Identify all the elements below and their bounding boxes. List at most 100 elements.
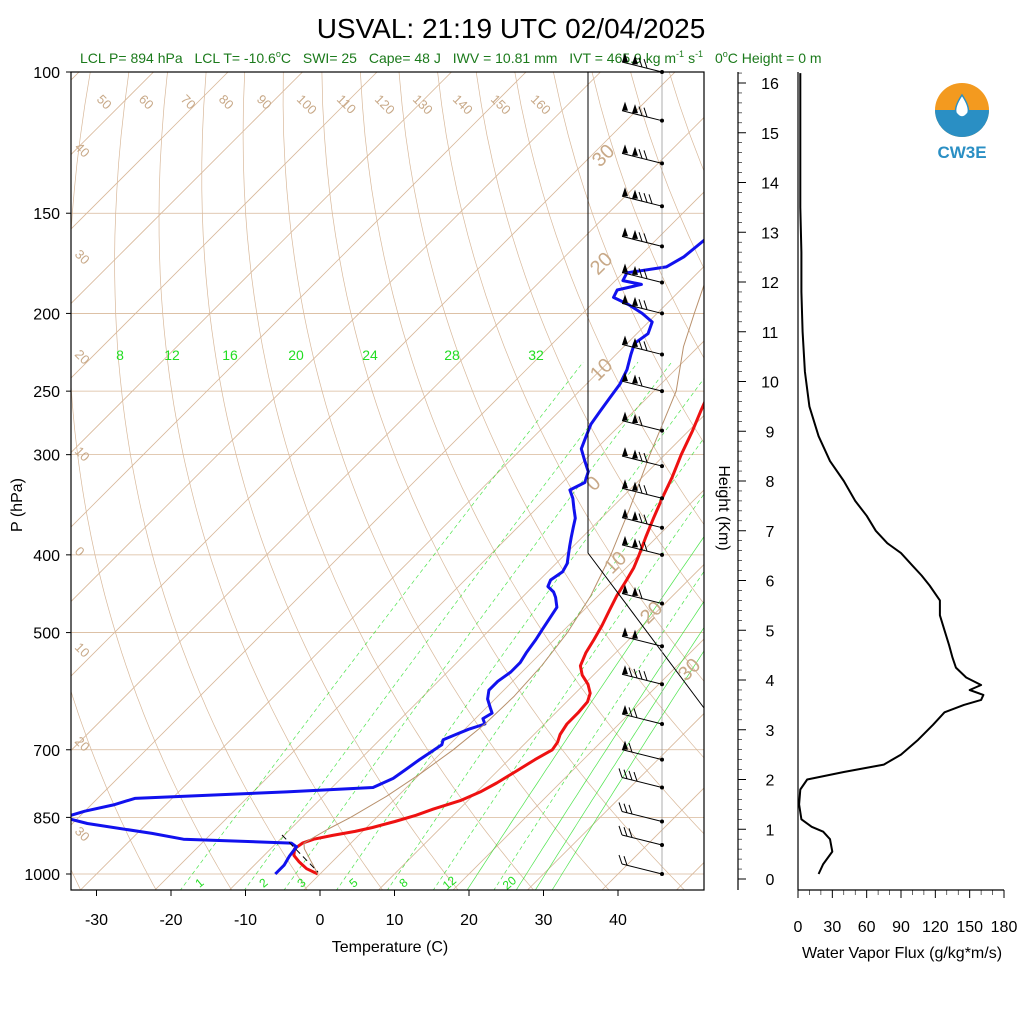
mixing-ratio-label: 32 xyxy=(528,347,544,363)
isotherm-label: 110 xyxy=(334,92,359,117)
barb-pennant xyxy=(622,584,628,594)
barb-shaft xyxy=(621,195,663,207)
dry-adiabat-line xyxy=(71,689,157,890)
barb-flag xyxy=(643,193,648,203)
barb-shaft xyxy=(621,635,663,647)
height-tick-label: 15 xyxy=(761,126,779,143)
dry-adiabat-line xyxy=(242,72,535,890)
wind-barb xyxy=(618,825,663,846)
barb-shaft xyxy=(621,863,663,875)
barb-flag xyxy=(628,770,633,781)
flux-x-tick-label: 30 xyxy=(823,919,841,936)
barb-flag xyxy=(643,107,648,117)
height-tick-label: 2 xyxy=(766,773,775,790)
flux-x-tick-label: 150 xyxy=(956,919,983,936)
isotherm-line xyxy=(71,72,453,454)
isotherm-label: 150 xyxy=(488,92,514,118)
height-tick-label: 5 xyxy=(766,623,775,640)
barb-pennant xyxy=(632,511,638,521)
wind-barb xyxy=(618,768,663,788)
flux-profile xyxy=(798,73,985,875)
y-tick-label: 150 xyxy=(33,206,60,223)
dry-adiabat-line xyxy=(514,72,704,526)
dry-adiabat-line xyxy=(809,35,1024,891)
dry-adiabat-line xyxy=(771,35,1024,891)
x-tick-label: 30 xyxy=(535,912,553,929)
barb-shaft xyxy=(621,776,663,788)
freezing-level: 0 xyxy=(715,50,723,66)
barb-pennant xyxy=(622,101,628,111)
mixing-ratio-line xyxy=(493,570,704,890)
height-tick-label: 10 xyxy=(761,375,779,392)
dry-adiabat-line xyxy=(321,72,685,890)
y-tick-label: 250 xyxy=(33,384,60,401)
flux-y-axis-label: Height (Km) xyxy=(715,465,732,550)
y-tick-label: 300 xyxy=(33,448,60,465)
mixing-ratio-label: 3 xyxy=(294,875,308,890)
barb-pennant xyxy=(622,447,628,457)
barb-flag xyxy=(638,669,643,680)
isotherm-line xyxy=(228,414,704,890)
barb-shaft xyxy=(621,834,663,846)
mixing-ratio-label: 12 xyxy=(164,347,180,363)
mixing-ratio-label: 5 xyxy=(346,875,360,890)
dry-adiabat-label: 20 xyxy=(586,248,617,279)
dry-adiabat-label: 10 xyxy=(600,547,631,578)
isotherm-line xyxy=(71,72,602,603)
barb-flag xyxy=(643,514,648,524)
temperature-line xyxy=(292,400,704,876)
barb-pennant xyxy=(622,53,628,62)
barb-pennant xyxy=(622,508,628,518)
isotherm-line xyxy=(71,72,676,677)
mixing-ratio-label: 1 xyxy=(192,875,206,890)
barb-flag xyxy=(618,768,623,778)
barb-pennant xyxy=(632,449,638,459)
barb-shaft xyxy=(621,61,663,73)
height-tick-label: 14 xyxy=(761,176,779,193)
wind-barbs xyxy=(618,53,664,876)
barb-flag xyxy=(633,771,638,782)
skew-t-frame xyxy=(70,71,705,891)
barb-flag xyxy=(638,376,643,387)
isotherm-label: 90 xyxy=(254,92,275,113)
barb-flag xyxy=(628,707,633,717)
barb-flag xyxy=(638,416,643,426)
barb-pennant xyxy=(622,411,628,421)
barb-flag xyxy=(623,856,628,866)
lcl-temperature: LCL T= -10.6 xyxy=(195,50,277,66)
logo-text: CW3E xyxy=(937,143,986,162)
wind-barb xyxy=(621,335,663,355)
isotherm-label: 10 xyxy=(72,444,93,465)
barb-pennant xyxy=(632,629,638,639)
mixing-ratio-label: 8 xyxy=(116,347,124,363)
barb-flag xyxy=(643,341,648,351)
barb-flag xyxy=(643,671,648,681)
dry-adiabat-label: 10 xyxy=(586,354,617,385)
barb-flag xyxy=(628,804,633,815)
barb-pennant xyxy=(622,227,628,237)
wind-barb xyxy=(621,479,663,499)
dry-adiabat-label: 0 xyxy=(582,472,605,495)
isotherm-line xyxy=(452,638,704,890)
wind-barb xyxy=(621,584,663,605)
isotherm-label: 100 xyxy=(294,92,320,118)
height-tick-label: 13 xyxy=(761,225,779,242)
y-tick-label: 500 xyxy=(33,626,60,643)
barb-flag xyxy=(623,803,628,813)
skew-t-data xyxy=(71,238,704,876)
barb-shaft xyxy=(621,343,663,355)
barb-pennant xyxy=(622,740,628,750)
barb-flag xyxy=(638,540,643,550)
barb-pennant xyxy=(632,55,638,65)
isotherm-label: 140 xyxy=(450,92,476,118)
x-axis-label: Temperature (C) xyxy=(332,939,448,956)
barb-flag xyxy=(638,299,643,309)
mixing-ratio-line xyxy=(283,361,672,890)
flux-x-tick-label: 180 xyxy=(991,919,1018,936)
mixing-ratio-line xyxy=(336,377,704,890)
barb-flag xyxy=(643,300,648,310)
barb-flag xyxy=(648,194,653,204)
y-tick-label: 200 xyxy=(33,306,60,323)
barb-shaft xyxy=(621,455,663,467)
